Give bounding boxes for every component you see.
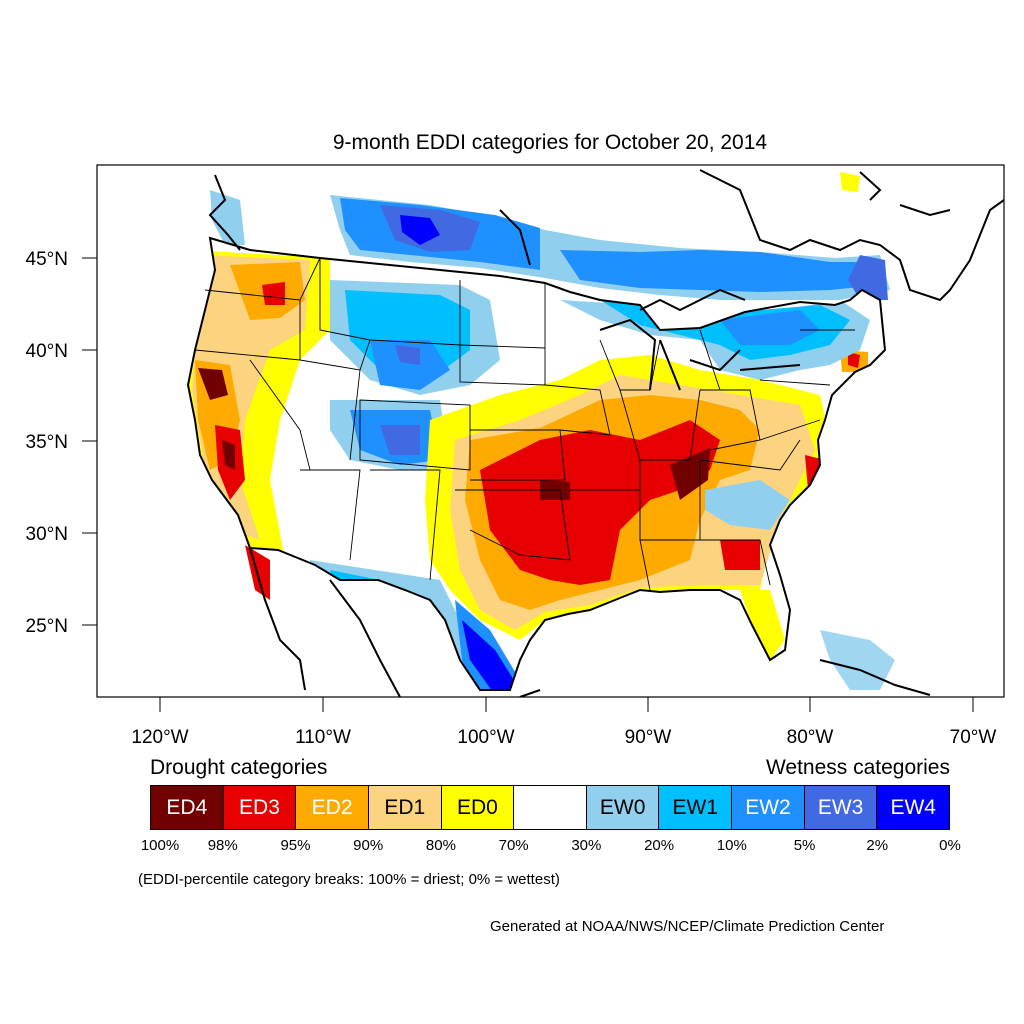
- legend-cell-neutral: [514, 786, 587, 829]
- percentile-label: 10%: [716, 837, 747, 854]
- drought-categories-label: Drought categories: [150, 756, 328, 779]
- percentile-label: 20%: [644, 837, 675, 854]
- lon-label-110: 110°W: [295, 727, 351, 748]
- percentile-label: 2%: [866, 837, 889, 854]
- lon-label-80: 80°W: [787, 727, 834, 748]
- percentile-label: 98%: [207, 837, 238, 854]
- map-title: 9-month EDDI categories for October 20, …: [332, 131, 768, 154]
- lat-label-30: 30°N: [26, 524, 68, 545]
- lon-label-90: 90°W: [625, 727, 672, 748]
- lon-label-100: 100°W: [457, 727, 514, 748]
- category-color-bar: ED4 ED3 ED2 ED1 ED0 EW0 EW1 EW2 EW3 EW4: [150, 785, 950, 830]
- lat-label-40: 40°N: [26, 341, 68, 362]
- legend-cell-ew4: EW4: [877, 786, 950, 829]
- percentile-label: 90%: [353, 837, 384, 854]
- state-boundaries: [194, 257, 855, 591]
- legend-cell-ed3: ED3: [223, 786, 297, 829]
- category-breaks-note: (EDDI-percentile category breaks: 100% =…: [138, 871, 560, 888]
- lon-label-120: 120°W: [131, 727, 188, 748]
- legend-cell-ed0: ED0: [441, 786, 515, 829]
- map-frame: [96, 164, 1005, 698]
- percentile-label: 95%: [280, 837, 311, 854]
- legend-cell-ed2: ED2: [296, 786, 369, 829]
- percentile-label: 5%: [793, 837, 816, 854]
- canada-mexico-coast: [208, 169, 1004, 697]
- lat-ticks: [82, 257, 97, 626]
- percentile-label: 0%: [939, 837, 961, 854]
- canada-wetness-band: [210, 172, 890, 300]
- lon-ticks: [159, 697, 974, 712]
- lat-label-25: 25°N: [26, 616, 68, 637]
- percentile-label: 80%: [425, 837, 456, 854]
- lon-label-70: 70°W: [950, 727, 997, 748]
- legend-cell-ed4: ED4: [151, 786, 224, 829]
- legend-cell-ed1: ED1: [368, 786, 442, 829]
- legend-cell-ew3: EW3: [804, 786, 878, 829]
- lat-label-35: 35°N: [26, 432, 68, 453]
- legend-cell-ew0: EW0: [586, 786, 660, 829]
- percentile-label: 30%: [571, 837, 602, 854]
- legend-cell-ew1: EW1: [659, 786, 733, 829]
- lat-label-45: 45°N: [26, 249, 68, 270]
- percentile-label: 100%: [140, 837, 180, 854]
- legend-cell-ew2: EW2: [732, 786, 805, 829]
- percentile-label: 70%: [498, 837, 529, 854]
- credit-line: Generated at NOAA/NWS/NCEP/Climate Predi…: [490, 918, 885, 935]
- wetness-categories-label: Wetness categories: [765, 756, 950, 779]
